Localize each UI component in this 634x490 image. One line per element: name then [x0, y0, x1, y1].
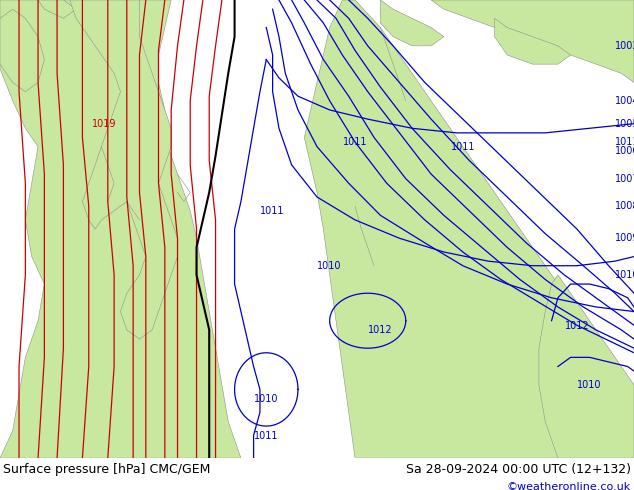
Text: 1010: 1010	[615, 270, 634, 280]
Text: 1010: 1010	[254, 393, 278, 404]
Text: 1002: 1002	[615, 41, 634, 51]
Text: 1011: 1011	[615, 137, 634, 147]
Text: 1010: 1010	[318, 261, 342, 271]
Text: Sa 28-09-2024 00:00 UTC (12+132): Sa 28-09-2024 00:00 UTC (12+132)	[406, 463, 631, 476]
Text: 1012: 1012	[368, 325, 392, 335]
Polygon shape	[70, 0, 178, 339]
Text: 1010: 1010	[578, 380, 602, 390]
Text: 1019: 1019	[93, 119, 117, 129]
Text: 1004: 1004	[615, 96, 634, 106]
Text: 1012: 1012	[565, 321, 589, 331]
Text: 1005: 1005	[615, 119, 634, 129]
Polygon shape	[431, 0, 634, 82]
Text: 1011: 1011	[451, 142, 475, 151]
Polygon shape	[0, 9, 44, 92]
Text: 1007: 1007	[615, 173, 634, 184]
Polygon shape	[495, 18, 571, 64]
Polygon shape	[539, 275, 634, 458]
Text: 1011: 1011	[260, 206, 285, 216]
Text: 1006: 1006	[615, 146, 634, 156]
Text: 1011: 1011	[254, 431, 278, 441]
Text: 1008: 1008	[615, 201, 634, 211]
Text: Surface pressure [hPa] CMC/GEM: Surface pressure [hPa] CMC/GEM	[3, 463, 210, 476]
Text: ©weatheronline.co.uk: ©weatheronline.co.uk	[507, 482, 631, 490]
Text: 1011: 1011	[343, 137, 367, 147]
Polygon shape	[304, 0, 634, 458]
Polygon shape	[51, 0, 101, 14]
Polygon shape	[38, 0, 76, 18]
Polygon shape	[380, 0, 444, 46]
Polygon shape	[0, 0, 241, 458]
Text: 1009: 1009	[615, 233, 634, 243]
